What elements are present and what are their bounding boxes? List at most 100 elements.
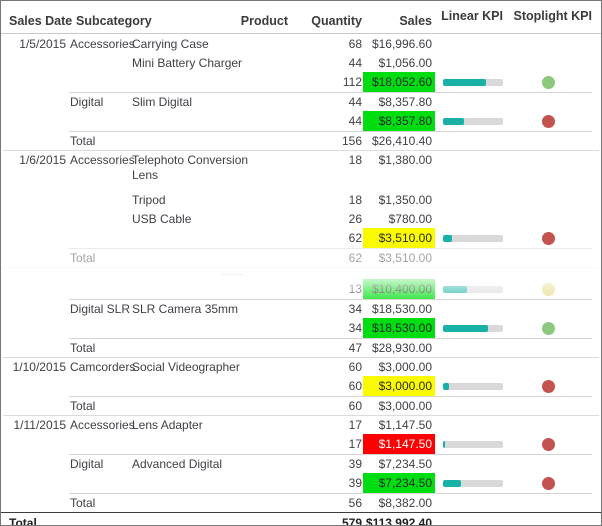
stoplight-icon [541, 321, 555, 335]
cell-quantity: 60 [348, 379, 362, 393]
linear-kpi-track [443, 78, 503, 86]
cell-subcategory: Digital SLR [70, 301, 131, 316]
table-row [1, 267, 601, 279]
table-row: Total 47 $28,930.00 [1, 338, 601, 357]
cell-quantity: 17 [348, 437, 362, 451]
cell-subcategory: Total [70, 340, 96, 355]
cell-linear-kpi [435, 299, 503, 318]
column-header-sales-date: Sales Date [9, 14, 73, 28]
cell-linear-kpi [435, 267, 503, 279]
cell-linear-kpi [435, 72, 503, 92]
cell-product: Lens Adapter [132, 417, 203, 432]
stoplight-icon [541, 437, 555, 451]
cell-stoplight-kpi [503, 493, 593, 512]
cell-sales: $18,530.00 [363, 318, 435, 338]
column-header-subcategory: Subcategory [76, 14, 152, 28]
table-row: Mini Battery Charger 44 $1,056.00 [1, 53, 601, 72]
cell-product: Slim Digital [132, 94, 193, 109]
cell-sales: $10,400.00 [363, 279, 435, 299]
cell-linear-kpi [435, 338, 503, 357]
cell-product: SLR Camera 35mm [132, 301, 239, 316]
cell-sales: $1,056.00 [378, 55, 432, 70]
cell-stoplight-kpi [503, 92, 593, 111]
cell-linear-kpi [435, 512, 503, 525]
cell-sales: $18,530.00 [371, 301, 432, 316]
table-row: 1/11/2015 Accessories Lens Adapter 17 $1… [1, 415, 601, 434]
linear-kpi-bar-icon [443, 324, 488, 332]
cell-subcategory: Digital [70, 94, 104, 109]
cell-subcategory: Accessories [70, 36, 135, 51]
table-row: Total 579 $113,992.40 [1, 512, 601, 526]
table-row: 17 $1,147.50 [1, 434, 601, 454]
cell-sales-date: 1/11/2015 [13, 417, 67, 432]
linear-kpi-track [443, 234, 503, 242]
cell-product: Mini Battery Charger [132, 55, 243, 70]
cell-sales: $7,234.50 [363, 473, 435, 493]
cell-quantity: 112 [342, 75, 362, 89]
cell-quantity: 26 [348, 211, 362, 226]
cell-product: Telephoto Conversion Lens [132, 153, 249, 182]
linear-kpi-track [443, 382, 503, 390]
cell-stoplight-kpi [503, 131, 593, 150]
cell-linear-kpi [435, 34, 503, 53]
cell-stoplight-kpi [503, 454, 593, 473]
cell-sales: $3,000.00 [378, 398, 432, 413]
cell-quantity: 39 [348, 456, 362, 471]
cell-quantity: 60 [348, 398, 362, 413]
cell-quantity: 34 [348, 301, 362, 316]
cell-quantity: 18 [348, 192, 362, 207]
table-row: 39 $7,234.50 [1, 473, 601, 493]
cell-stoplight-kpi [503, 53, 593, 72]
linear-kpi-bar-icon [443, 440, 446, 448]
cell-sales-date: Total [9, 515, 37, 526]
table-row: 13 $10,400.00 [1, 279, 601, 299]
cell-linear-kpi [435, 473, 503, 493]
cell-linear-kpi [435, 279, 503, 299]
table-row: 34 $18,530.00 [1, 318, 601, 338]
cell-sales-date: 1/6/2015 [19, 153, 66, 167]
cell-quantity: 44 [348, 55, 362, 70]
cell-linear-kpi [435, 209, 503, 228]
table-row: Total 156 $26,410.40 [1, 131, 601, 150]
cell-stoplight-kpi [503, 72, 593, 92]
cell-sales: $1,147.50 [378, 417, 432, 432]
cell-sales: $26,410.40 [371, 133, 432, 148]
cell-linear-kpi [435, 111, 503, 131]
table-row: Digital SLR SLR Camera 35mm 34 $18,530.0… [1, 299, 601, 318]
cell-stoplight-kpi [503, 512, 593, 525]
cell-subcategory: Accessories [70, 153, 135, 167]
cell-product: Carrying Case [132, 36, 209, 51]
cell-product: Social Videographer [132, 359, 240, 374]
cell-sales: $8,382.00 [378, 495, 432, 510]
cell-subcategory: Total [70, 495, 96, 510]
cell-stoplight-kpi [503, 338, 593, 357]
table-header-row: Sales Date Subcategory Product Quantity … [1, 9, 601, 34]
cell-quantity: 156 [341, 133, 362, 148]
cell-sales: $780.00 [388, 211, 432, 226]
table-body: 1/5/2015 Accessories Carrying Case 68 $1… [1, 34, 601, 526]
column-header-quantity: Quantity [311, 14, 362, 28]
cell-quantity: 44 [348, 114, 362, 128]
linear-kpi-track [443, 324, 503, 332]
cell-sales: $16,996.60 [371, 36, 432, 51]
table-row: 1/6/2015 Accessories Telephoto Conversio… [1, 150, 601, 190]
cell-quantity: 18 [348, 153, 362, 167]
cell-subcategory: Accessories [70, 417, 135, 432]
cell-stoplight-kpi [503, 415, 593, 434]
stoplight-icon [541, 476, 555, 490]
table-row: 62 $3,510.00 [1, 228, 601, 248]
table-row: Tripod 18 $1,350.00 [1, 190, 601, 209]
cell-linear-kpi [435, 415, 503, 434]
table-row: 1/10/2015 Camcorders Social Videographer… [1, 357, 601, 376]
cell-quantity: 17 [348, 417, 362, 432]
cell-linear-kpi [435, 53, 503, 72]
cell-sales: $1,380.00 [378, 153, 432, 167]
cell-sales: $7,234.50 [378, 456, 432, 471]
cell-stoplight-kpi [503, 209, 593, 228]
cell-quantity: 44 [348, 94, 362, 109]
cell-linear-kpi [435, 376, 503, 396]
cell-subcategory: Digital [70, 456, 104, 471]
cell-product: Tripod [132, 192, 166, 207]
cell-stoplight-kpi [503, 248, 593, 267]
